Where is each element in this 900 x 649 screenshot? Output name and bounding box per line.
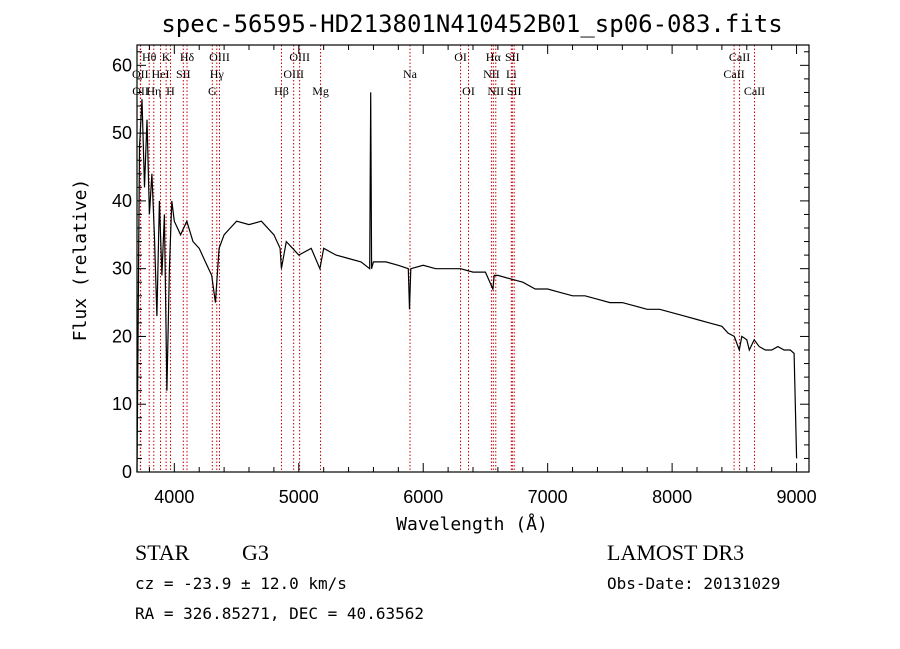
spectral-line-label: HeI	[152, 67, 170, 81]
spectral-line-label: Li	[506, 67, 517, 81]
spectral-line-label: OIII	[283, 67, 304, 81]
spectral-line-label: Na	[403, 67, 418, 81]
y-axis-label: Flux (relative)	[70, 179, 91, 342]
spectral-line-label: Hθ	[142, 50, 157, 64]
y-axis-ticks: 0 10 20 30 40 50 60	[112, 51, 809, 482]
spectral-line-label: CaII	[723, 67, 744, 81]
y-tick-label: 30	[112, 259, 132, 279]
x-tick-label: 7000	[528, 487, 568, 507]
redshift-text: cz = -23.9 ± 12.0 km/s	[135, 574, 347, 593]
object-class: STAR	[135, 540, 190, 565]
spectral-line-label: CaII	[744, 84, 765, 98]
x-tick-label: 6000	[403, 487, 443, 507]
x-axis-label: Wavelength (Å)	[396, 513, 548, 535]
spectral-line-label: SII	[507, 84, 522, 98]
spectral-line-label: OII	[132, 67, 149, 81]
spectral-line-labels: OIIOIIHθHηHeIKHSIIHδGHγOIIIHβOIIIOIIIMgN…	[132, 50, 765, 98]
spectral-line-label: Hδ	[180, 50, 195, 64]
spectral-line-label: OIII	[289, 50, 310, 64]
spectral-line-label: OI	[462, 84, 475, 98]
spectral-line-label: NII	[487, 84, 504, 98]
obs-date-text: Obs-Date: 20131029	[607, 574, 780, 593]
spectral-line-label: Hα	[486, 50, 502, 64]
y-tick-label: 20	[112, 326, 132, 346]
spectral-lines	[139, 45, 755, 472]
x-tick-label: 5000	[279, 487, 319, 507]
x-tick-label: 8000	[652, 487, 692, 507]
spectral-line-label: G	[208, 84, 217, 98]
spectral-line-label: OIII	[209, 50, 230, 64]
y-tick-label: 50	[112, 123, 132, 143]
spectral-line-label: H	[166, 84, 175, 98]
spectral-line-label: Hγ	[210, 67, 225, 81]
spectral-line-label: CaII	[729, 50, 750, 64]
y-tick-label: 40	[112, 191, 132, 211]
x-tick-label: 4000	[154, 487, 194, 507]
chart-title: spec-56595-HD213801N410452B01_sp06-083.f…	[161, 10, 782, 38]
y-tick-label: 0	[122, 462, 132, 482]
coords-text: RA = 326.85271, DEC = 40.63562	[135, 604, 424, 623]
plot-frame	[136, 44, 810, 473]
x-tick-label: 9000	[777, 487, 817, 507]
spectral-line-label: OI	[454, 50, 467, 64]
spectral-line-label: NII	[483, 67, 500, 81]
survey-name: LAMOST DR3	[607, 540, 744, 565]
spectral-line-label: Mg	[312, 84, 329, 98]
flux-series-line	[136, 92, 798, 473]
spectral-line-label: SII	[176, 67, 191, 81]
spectral-line-label: SII	[505, 50, 520, 64]
y-tick-label: 60	[112, 55, 132, 75]
spectral-line-label: K	[162, 50, 171, 64]
spectral-line-label: Hη	[146, 84, 161, 98]
x-axis-ticks: 4000 5000 6000 7000 8000 9000	[148, 45, 817, 507]
spectral-line-label: Hβ	[274, 84, 289, 98]
y-tick-label: 10	[112, 394, 132, 414]
object-subclass: G3	[242, 540, 269, 565]
